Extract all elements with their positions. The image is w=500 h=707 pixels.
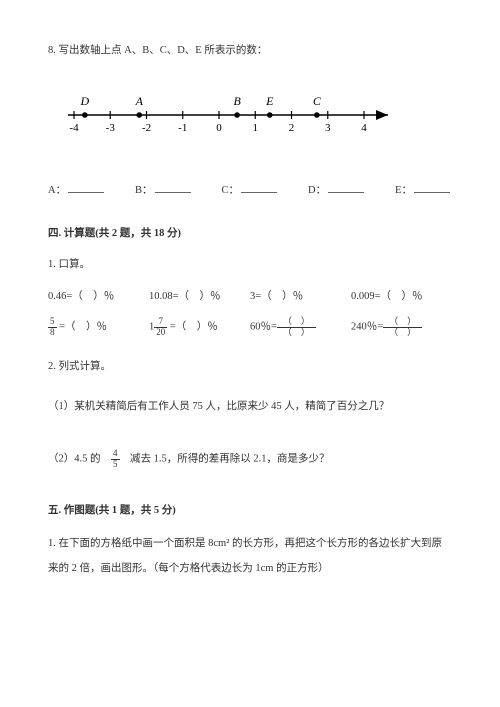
svg-text:-3: -3: [106, 122, 116, 134]
numberline-figure: -4 -3 -2 -1 0 1 2 3 4 D A B E C: [56, 85, 452, 153]
sec5-q1: 1. 在下面的方格纸中画一个面积是 8cm² 的长方形，再把这个长方形的各边长扩…: [48, 532, 452, 580]
label-d: D：: [308, 185, 326, 196]
calc-2d: 240％=（ ）（ ）: [351, 317, 452, 337]
section5-title: 五. 作图题(共 1 题，共 5 分): [48, 502, 452, 521]
sec4-q2-1: （1）某机关精简后有工作人员 75 人，比原来少 45 人，精简了百分之几？: [48, 398, 452, 417]
calc-1d: 0.009=（ ）％: [351, 288, 452, 307]
svg-text:E: E: [265, 94, 274, 108]
calc-row-1: 0.46=（ ）％ 10.08=（ ）％ 3=（ ）％ 0.009=（ ）％: [48, 288, 452, 307]
calc-1c: 3=（ ）％: [250, 288, 351, 307]
label-e: E：: [395, 185, 412, 196]
calc-2c: 60％=（ ）（ ）: [250, 317, 351, 337]
sec4-q1-label: 1. 口算。: [48, 256, 452, 275]
numberline-svg: -4 -3 -2 -1 0 1 2 3 4 D A B E C: [56, 85, 396, 145]
blank-c[interactable]: [241, 181, 277, 193]
calc-2b: 1720 =（ ）％: [149, 317, 250, 337]
blank-e[interactable]: [414, 181, 450, 193]
svg-text:B: B: [233, 94, 241, 108]
calc-row-2: 58 =（ ）％ 1720 =（ ）％ 60％=（ ）（ ） 240％=（ ）（…: [48, 317, 452, 337]
svg-text:C: C: [313, 94, 322, 108]
calc-1b: 10.08=（ ）％: [149, 288, 250, 307]
svg-text:0: 0: [216, 122, 222, 134]
svg-text:1: 1: [253, 122, 259, 134]
svg-text:2: 2: [289, 122, 295, 134]
blank-b[interactable]: [155, 181, 191, 193]
label-a: A：: [48, 185, 66, 196]
svg-text:3: 3: [325, 122, 331, 134]
label-b: B：: [135, 185, 153, 196]
sec4-q2-2: （2）4.5 的 45 减去 1.5，所得的差再除以 2.1，商是多少？: [48, 449, 452, 469]
section4-title: 四. 计算题(共 2 题，共 18 分): [48, 225, 452, 244]
svg-text:-2: -2: [142, 122, 151, 134]
q8-answer-row: A： B： C： D： E：: [48, 181, 452, 201]
calc-2a: 58 =（ ）％: [48, 317, 149, 337]
sec4-q2-label: 2. 列式计算。: [48, 358, 452, 377]
svg-text:4: 4: [361, 122, 367, 134]
svg-text:A: A: [135, 94, 144, 108]
svg-text:-4: -4: [69, 122, 79, 134]
svg-text:-1: -1: [178, 122, 187, 134]
svg-text:D: D: [80, 94, 90, 108]
label-c: C：: [222, 185, 240, 196]
q8-prompt: 8. 写出数轴上点 A、B、C、D、E 所表示的数：: [48, 42, 452, 61]
blank-a[interactable]: [68, 181, 104, 193]
calc-1a: 0.46=（ ）％: [48, 288, 149, 307]
blank-d[interactable]: [328, 181, 364, 193]
